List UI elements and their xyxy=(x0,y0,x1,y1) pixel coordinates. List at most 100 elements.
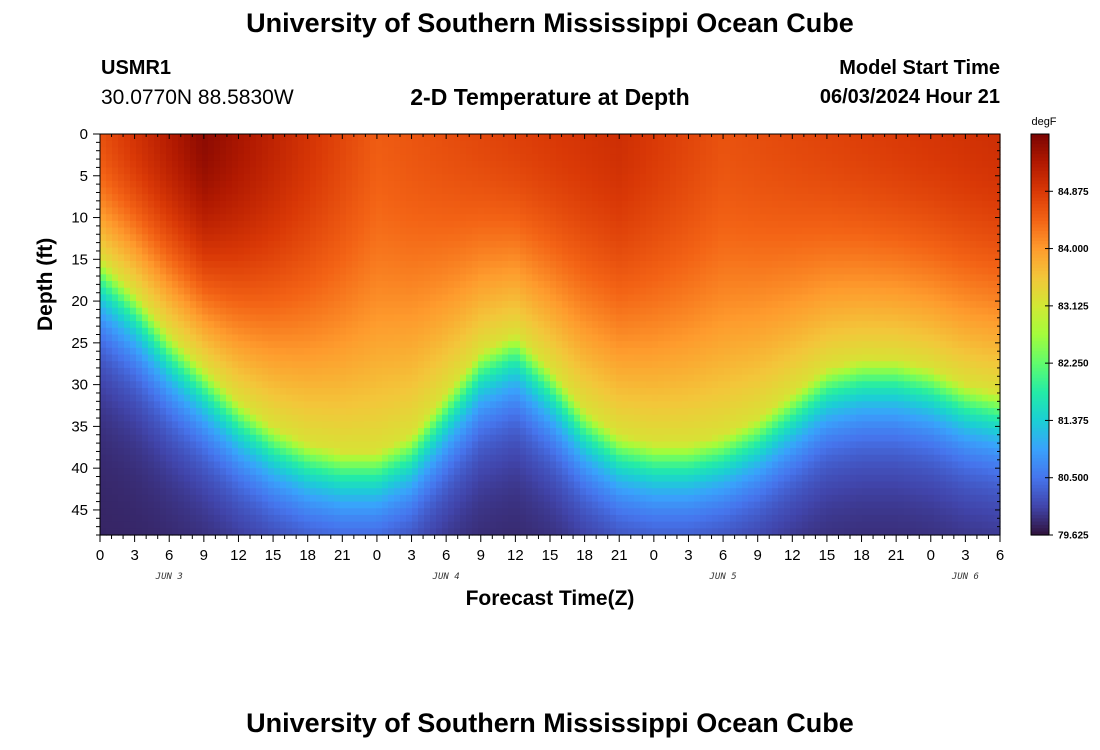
heatmap-cell xyxy=(394,448,401,456)
heatmap-cell xyxy=(394,401,401,409)
heatmap-cell xyxy=(190,521,197,529)
heatmap-cell xyxy=(370,214,377,222)
heatmap-cell xyxy=(244,174,251,182)
heatmap-cell xyxy=(586,167,593,175)
heatmap-cell xyxy=(268,354,275,362)
heatmap-cell xyxy=(424,267,431,275)
heatmap-cell xyxy=(214,227,221,235)
heatmap-cell xyxy=(118,361,125,369)
heatmap-cell xyxy=(208,254,215,262)
heatmap-cell xyxy=(520,434,527,443)
heatmap-cell xyxy=(520,367,527,376)
heatmap-cell xyxy=(352,220,359,229)
heatmap-cell xyxy=(286,234,293,242)
heatmap-cell xyxy=(448,281,455,289)
heatmap-cell xyxy=(472,508,479,516)
heatmap-cell xyxy=(454,341,461,349)
heatmap-cell xyxy=(400,468,407,476)
heatmap-cell xyxy=(364,294,371,302)
heatmap-cell xyxy=(262,301,269,309)
heatmap-cell xyxy=(238,354,245,362)
heatmap-cell xyxy=(142,521,149,529)
heatmap-cell xyxy=(436,354,443,362)
heatmap-cell xyxy=(412,214,419,222)
heatmap-cell xyxy=(358,147,365,155)
heatmap-cell xyxy=(304,180,311,189)
heatmap-cell xyxy=(316,441,323,449)
heatmap-cell xyxy=(136,240,143,249)
heatmap-cell xyxy=(148,220,155,229)
heatmap-cell xyxy=(436,501,443,509)
heatmap-cell xyxy=(292,494,299,503)
heatmap-cell xyxy=(490,194,497,202)
heatmap-cell xyxy=(208,448,215,456)
heatmap-cell xyxy=(208,347,215,356)
heatmap-cell xyxy=(592,140,599,148)
heatmap-cell xyxy=(472,361,479,369)
heatmap-cell xyxy=(568,374,575,382)
heatmap-cell xyxy=(574,321,581,329)
heatmap-cell xyxy=(370,234,377,242)
heatmap-cell xyxy=(214,180,221,189)
heatmap-cell xyxy=(400,307,407,316)
heatmap-cell xyxy=(424,414,431,422)
heatmap-cell xyxy=(250,220,257,229)
heatmap-cell xyxy=(574,434,581,443)
heatmap-cell xyxy=(304,508,311,516)
heatmap-cell xyxy=(562,387,569,396)
heatmap-cell xyxy=(406,200,413,209)
heatmap-cell xyxy=(406,414,413,422)
heatmap-cell xyxy=(436,234,443,242)
heatmap-cell xyxy=(436,227,443,235)
heatmap-cell xyxy=(436,334,443,342)
heatmap-cell xyxy=(448,207,455,215)
heatmap-cell xyxy=(214,347,221,356)
heatmap-cell xyxy=(142,227,149,235)
heatmap-cell xyxy=(316,508,323,516)
heatmap-cell xyxy=(196,287,203,295)
heatmap-cell xyxy=(208,287,215,295)
heatmap-cell xyxy=(244,441,251,449)
heatmap-cell xyxy=(238,154,245,162)
heatmap-cell xyxy=(424,314,431,322)
heatmap-cell xyxy=(358,294,365,302)
heatmap-cell xyxy=(322,347,329,356)
heatmap-cell xyxy=(496,207,503,215)
heatmap-cell xyxy=(592,234,599,242)
heatmap-cell xyxy=(592,240,599,249)
heatmap-cell xyxy=(124,287,131,295)
heatmap-cell xyxy=(556,220,563,229)
heatmap-cell xyxy=(292,254,299,262)
heatmap-cell xyxy=(430,381,437,389)
heatmap-cell xyxy=(352,367,359,376)
heatmap-cell xyxy=(274,481,281,489)
heatmap-cell xyxy=(418,381,425,389)
heatmap-cell xyxy=(580,334,587,342)
heatmap-cell xyxy=(376,314,383,322)
heatmap-cell xyxy=(538,254,545,262)
heatmap-cell xyxy=(550,441,557,449)
heatmap-cell xyxy=(520,441,527,449)
heatmap-cell xyxy=(274,347,281,356)
heatmap-cell xyxy=(316,140,323,148)
heatmap-cell xyxy=(496,260,503,269)
heatmap-cell xyxy=(244,481,251,489)
heatmap-cell xyxy=(118,481,125,489)
heatmap-cell xyxy=(418,260,425,269)
heatmap-cell xyxy=(172,514,179,523)
heatmap-cell xyxy=(214,314,221,322)
heatmap-cell xyxy=(124,434,131,443)
heatmap-cell xyxy=(562,214,569,222)
heatmap-cell xyxy=(316,361,323,369)
heatmap-cell xyxy=(520,307,527,316)
heatmap-cell xyxy=(190,220,197,229)
heatmap-cell xyxy=(394,240,401,249)
heatmap-cell xyxy=(460,214,467,222)
heatmap-cell xyxy=(190,307,197,316)
heatmap-cell xyxy=(316,267,323,275)
heatmap-cell xyxy=(556,334,563,342)
heatmap-cell xyxy=(262,334,269,342)
heatmap-cell xyxy=(226,347,233,356)
heatmap-cell xyxy=(424,454,431,463)
heatmap-cell xyxy=(154,374,161,382)
